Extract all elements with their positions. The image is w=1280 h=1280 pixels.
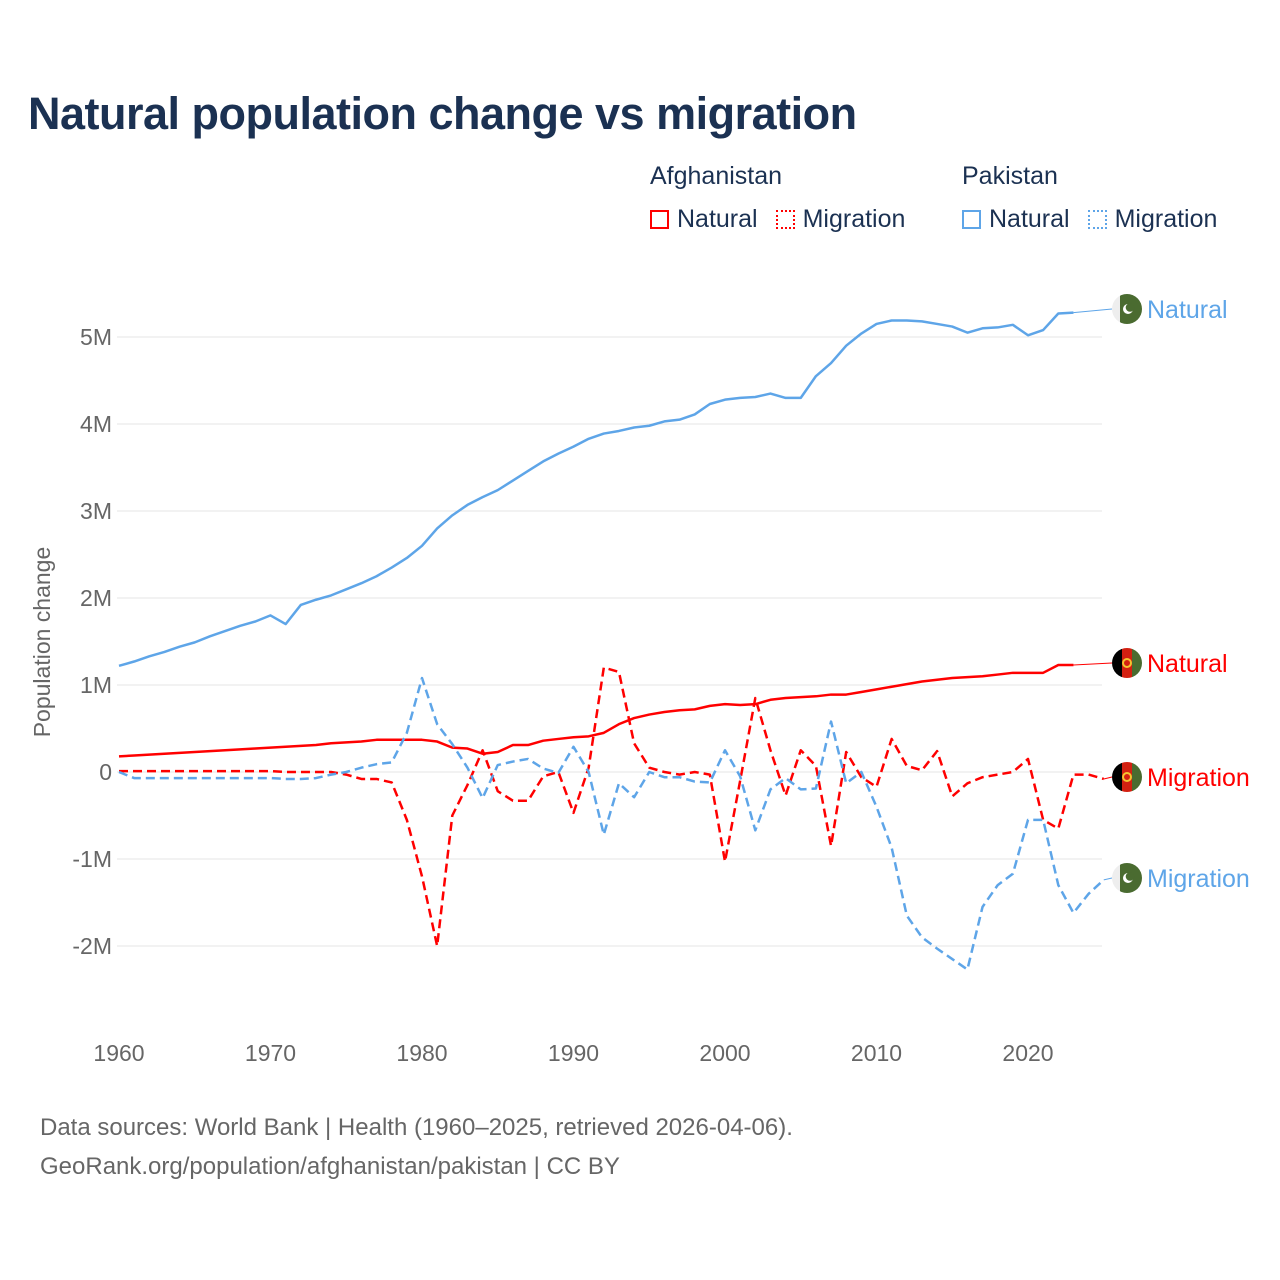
series-line-pakistan-migration [118, 676, 1105, 971]
series-line-afghanistan-natural [118, 663, 1074, 758]
series-line-afghanistan-migration [119, 666, 1105, 948]
series-end-label: Natural [1147, 650, 1228, 678]
y-tick-label: 2M [80, 585, 112, 611]
y-tick-label: 5M [80, 324, 112, 350]
pakistan-flag-icon [1112, 863, 1142, 893]
solid-swatch-icon [962, 210, 981, 229]
x-tick-label: 2000 [699, 1040, 750, 1066]
source-text: Data sources: World Bank | Health (1960–… [40, 1114, 793, 1141]
y-tick-label: 1M [80, 672, 112, 698]
y-tick-label: 4M [80, 411, 112, 437]
y-tick-label: -2M [72, 933, 112, 959]
y-axis-label: Population change [29, 547, 55, 738]
legend-label: Natural [677, 205, 758, 233]
legend-item-pakistan-natural[interactable]: Natural [962, 205, 1070, 234]
y-tick-label: -1M [72, 846, 112, 872]
legend-item-afghanistan-natural[interactable]: Natural [650, 205, 758, 234]
x-tick-label: 1990 [548, 1040, 599, 1066]
label-connector [1073, 662, 1113, 666]
series-line-pakistan-natural [118, 311, 1074, 668]
dotted-swatch-icon [775, 210, 795, 229]
label-connector [1073, 308, 1113, 314]
dotted-swatch-icon [1087, 210, 1107, 229]
footer: Data sources: World Bank | Health (1960–… [40, 1108, 793, 1186]
solid-swatch-icon [650, 210, 669, 229]
legend-label: Migration [1114, 205, 1218, 233]
legend-label: Migration [802, 205, 906, 233]
label-connector [1103, 877, 1113, 881]
series-end-label: Migration [1147, 764, 1250, 792]
x-tick-label: 2010 [851, 1040, 902, 1066]
chart-title: Natural population change vs migration [28, 88, 857, 139]
legend-heading: Pakistan [962, 162, 1058, 190]
pakistan-flag-icon [1112, 294, 1142, 324]
legend-label: Natural [989, 205, 1070, 233]
y-tick-label: 3M [80, 498, 112, 524]
legend-pakistan: Pakistan Natural Migration [962, 162, 1217, 234]
afghanistan-flag-icon [1112, 648, 1142, 678]
legend-item-afghanistan-migration[interactable]: Migration [775, 205, 906, 234]
y-tick-label: 0 [99, 759, 112, 785]
x-tick-label: 1980 [396, 1040, 447, 1066]
afghanistan-flag-icon [1112, 762, 1142, 792]
x-tick-label: 1970 [245, 1040, 296, 1066]
label-connector [1103, 776, 1113, 780]
x-tick-label: 2020 [1002, 1040, 1053, 1066]
legend-afghanistan: Afghanistan Natural Migration [650, 162, 923, 234]
x-tick-label: 1960 [93, 1040, 144, 1066]
series-end-label: Migration [1147, 865, 1250, 893]
series-end-label: Natural [1147, 296, 1228, 324]
legend-item-pakistan-migration[interactable]: Migration [1087, 205, 1218, 234]
attribution-link[interactable]: GeoRank.org/population/afghanistan/pakis… [40, 1153, 620, 1180]
legend-heading: Afghanistan [650, 162, 783, 190]
